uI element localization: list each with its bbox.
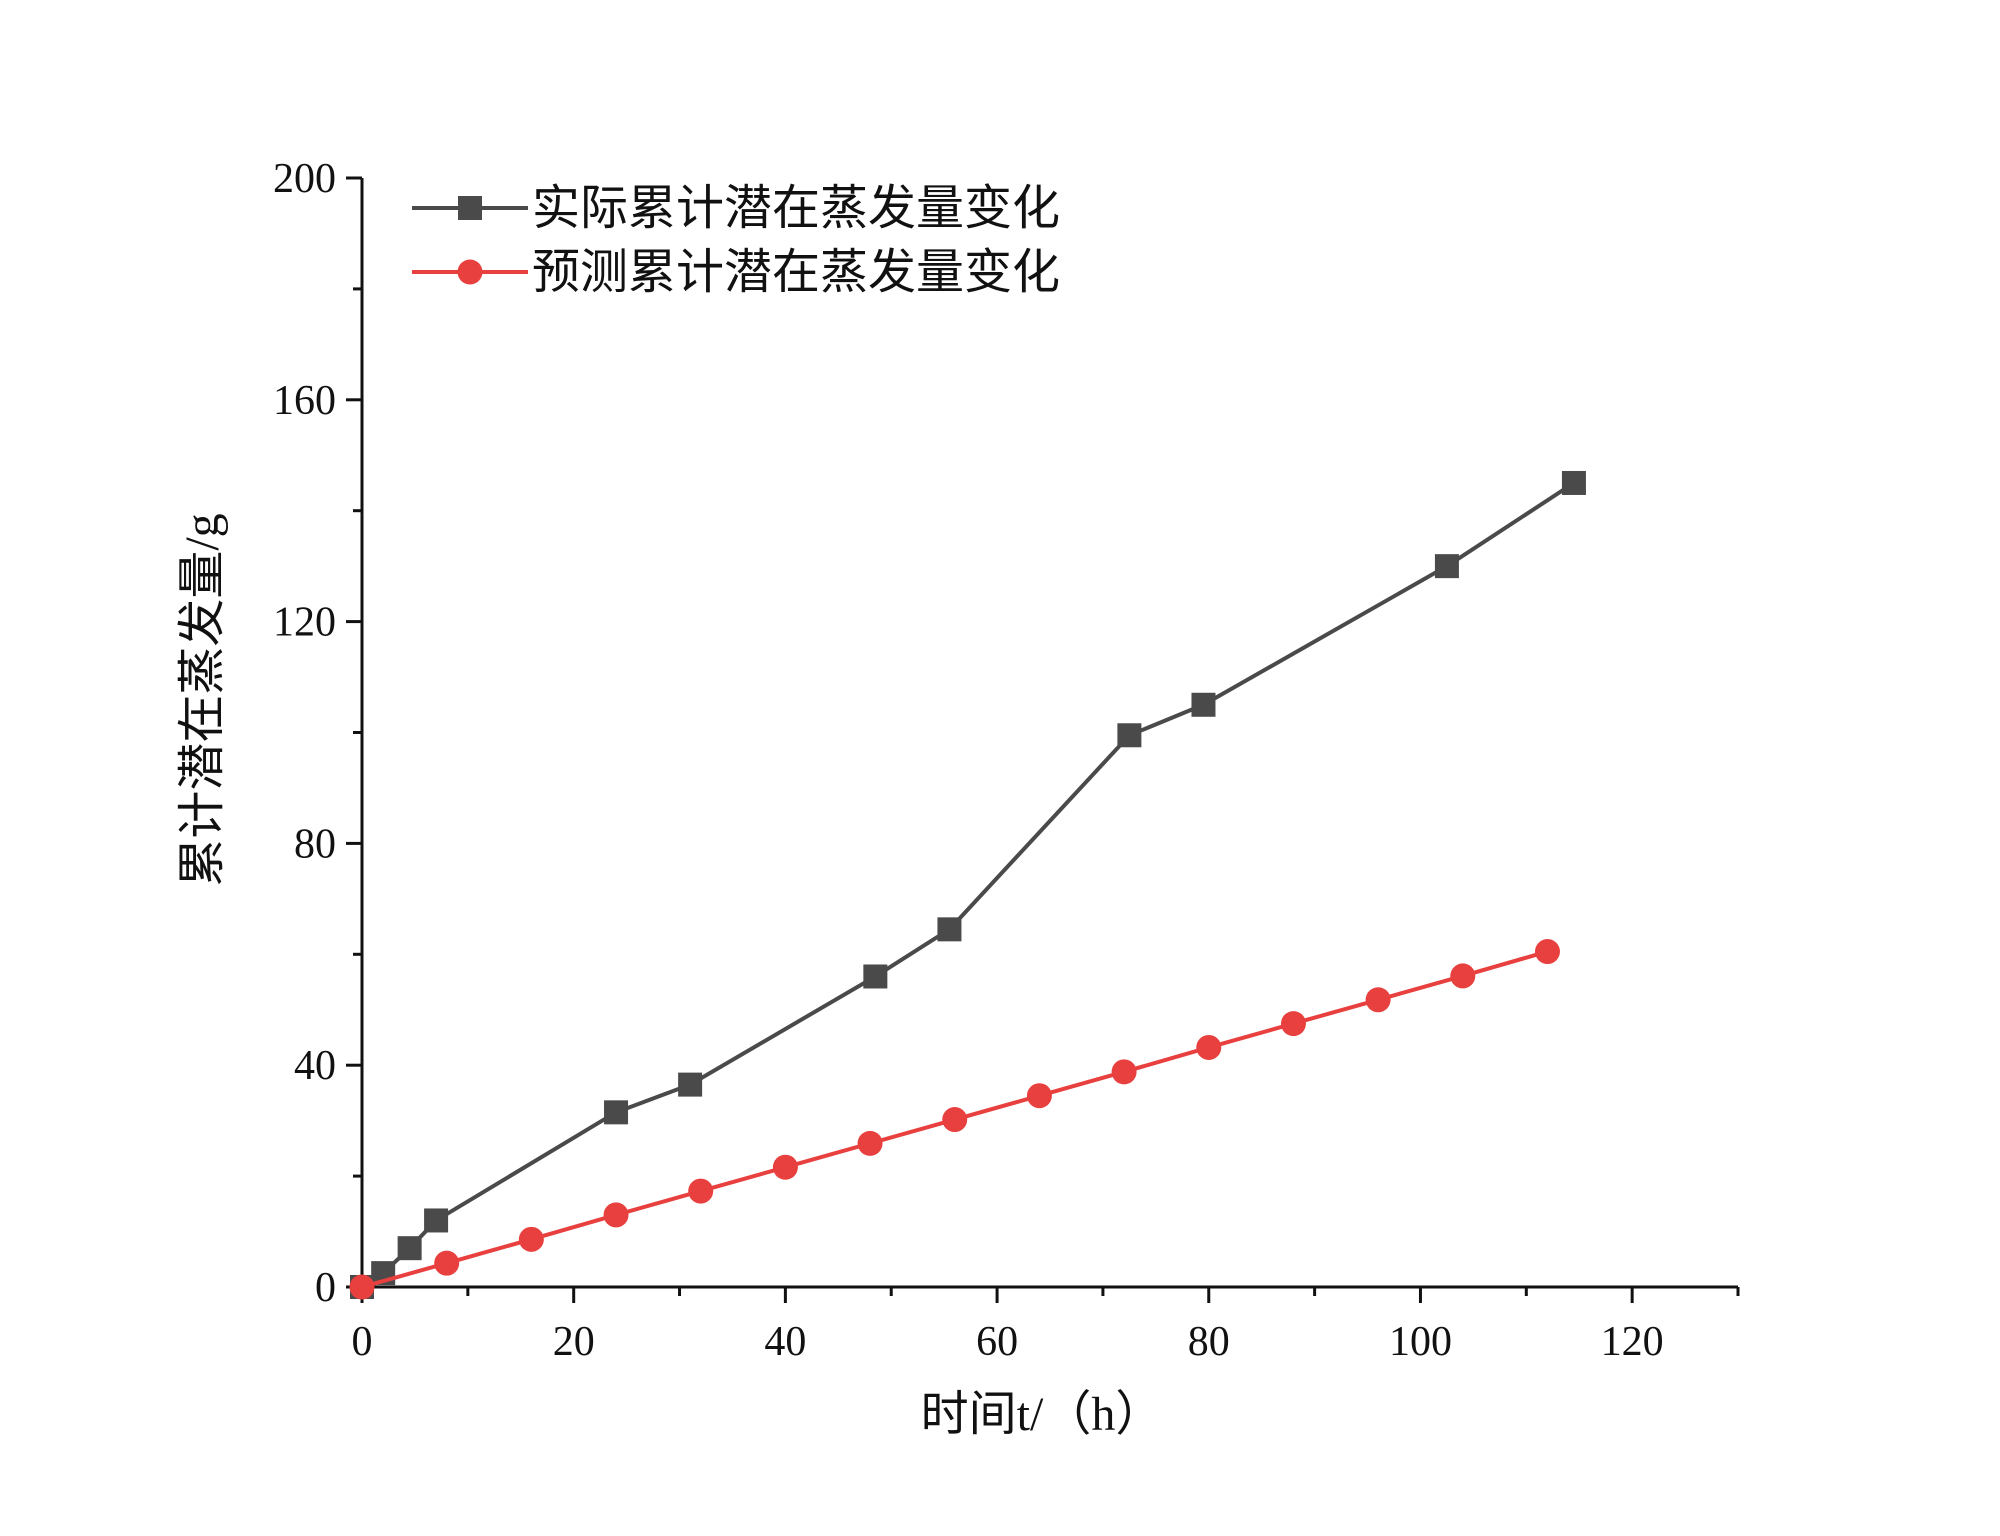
legend-item: 实际累计潜在蒸发量变化 (412, 182, 1060, 235)
legend-label: 实际累计潜在蒸发量变化 (532, 182, 1060, 235)
data-point-circle (1196, 1034, 1222, 1060)
series-layer (349, 470, 1586, 1300)
data-point-circle (1365, 987, 1391, 1013)
data-point-circle (518, 1226, 544, 1252)
data-point-circle (942, 1107, 968, 1133)
x-tick-label: 100 (1389, 1319, 1452, 1365)
data-point-square (604, 1100, 629, 1125)
data-point-circle (772, 1154, 798, 1180)
series-line (360, 481, 1576, 1289)
data-point-circle (1450, 963, 1476, 989)
data-point-square (1191, 692, 1216, 717)
data-point-square (424, 1208, 449, 1233)
y-tick-label: 200 (273, 156, 336, 202)
legend-marker-circle (457, 259, 483, 285)
x-tick-label: 60 (976, 1319, 1018, 1365)
data-point-circle (1111, 1059, 1137, 1085)
data-point-square (1561, 470, 1586, 495)
data-point-circle (603, 1202, 629, 1228)
data-point-square (1117, 723, 1142, 748)
data-point-circle (349, 1274, 375, 1300)
x-tick-label: 40 (764, 1319, 806, 1365)
y-tick-label: 0 (315, 1265, 336, 1311)
data-point-square (863, 964, 888, 989)
data-point-square (397, 1236, 422, 1261)
x-tick-label: 20 (553, 1319, 595, 1365)
data-point-circle (434, 1250, 460, 1276)
legend-marker-square (458, 196, 482, 220)
y-tick-label: 40 (294, 1043, 336, 1089)
x-tick-label: 0 (352, 1319, 373, 1365)
y-axis-title: 累计潜在蒸发量/g (176, 513, 229, 886)
legend-label: 预测累计潜在蒸发量变化 (532, 246, 1060, 299)
data-point-circle (857, 1130, 883, 1156)
y-tick-label: 80 (294, 821, 336, 867)
series-2 (349, 939, 1560, 1300)
data-point-circle (1280, 1011, 1306, 1037)
data-point-square (937, 917, 962, 942)
data-point-square (1434, 554, 1459, 579)
x-tick-label: 80 (1188, 1319, 1230, 1365)
data-point-circle (1026, 1083, 1052, 1109)
data-point-circle (688, 1178, 714, 1204)
series-1 (350, 470, 1586, 1299)
y-tick-label: 120 (273, 600, 336, 646)
y-tick-label: 160 (273, 378, 336, 424)
x-axis-title: 时间t/（h） (921, 1388, 1164, 1441)
x-tick-label: 120 (1601, 1319, 1664, 1365)
axes: 0 20 40 60 80 100 120 0 40 80 120 160 200 (273, 156, 1740, 1365)
data-point-circle (1534, 939, 1560, 965)
data-point-square (678, 1072, 703, 1097)
legend-item: 预测累计潜在蒸发量变化 (412, 246, 1060, 299)
